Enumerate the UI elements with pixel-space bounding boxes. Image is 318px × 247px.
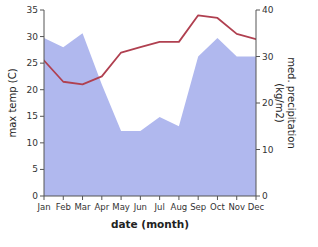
y-tick xyxy=(40,36,44,37)
temperature-line xyxy=(44,15,256,84)
x-tick xyxy=(178,196,179,200)
x-tick xyxy=(236,196,237,200)
x-tick-label: Sep xyxy=(190,202,206,212)
x-tick-label: Jul xyxy=(154,202,165,212)
x-tick-label: Feb xyxy=(56,202,71,212)
x-tick-label: Mar xyxy=(75,202,92,212)
y-tick-label: 35 xyxy=(27,5,38,15)
x-tick-label: Jan xyxy=(36,202,50,212)
precipitation-area xyxy=(44,33,256,196)
y-tick-label: 10 xyxy=(262,145,274,155)
chart: 05101520253035010203040JanFebMarAprMayJu… xyxy=(0,0,318,247)
y2-axis-label-line: med. precipitation xyxy=(286,57,297,149)
y2-axis-label-line: (kg/m2) xyxy=(274,83,285,123)
x-tick-label: Jun xyxy=(133,202,147,212)
x-tick-label: Dec xyxy=(248,202,265,212)
y-axis-label: max temp (C) xyxy=(7,68,18,137)
x-axis-line xyxy=(44,196,256,197)
x-tick-label: Nov xyxy=(228,202,245,212)
y-tick-label: 0 xyxy=(262,191,268,201)
y-tick xyxy=(256,103,260,104)
y-tick-label: 5 xyxy=(32,164,38,174)
y-tick xyxy=(40,142,44,143)
plot-area xyxy=(44,15,256,196)
y-tick xyxy=(256,10,260,11)
y-tick-label: 15 xyxy=(27,111,38,121)
x-tick xyxy=(256,196,257,200)
y-tick xyxy=(40,196,44,197)
y-tick-label: 10 xyxy=(27,138,39,148)
y-tick xyxy=(40,10,44,11)
y-tick xyxy=(40,89,44,90)
x-tick xyxy=(101,196,102,200)
x-tick-label: Oct xyxy=(210,202,225,212)
axis-labels: date (month) max temp (C) med. precipitati… xyxy=(7,57,298,230)
x-tick-label: Aug xyxy=(171,202,188,212)
y-tick xyxy=(40,63,44,64)
y-tick xyxy=(256,196,260,197)
left-axis-line xyxy=(44,10,45,196)
x-tick xyxy=(140,196,141,200)
y-tick xyxy=(256,56,260,57)
y-tick xyxy=(40,169,44,170)
x-tick xyxy=(159,196,160,200)
y-tick-label: 30 xyxy=(262,52,274,62)
y-tick-label: 0 xyxy=(32,191,38,201)
x-tick-label: May xyxy=(112,202,130,212)
y-tick xyxy=(40,116,44,117)
y2-axis-label: med. precipitation(kg/m2) xyxy=(274,57,297,149)
axes: 05101520253035010203040JanFebMarAprMayJu… xyxy=(27,5,274,212)
y-tick-label: 25 xyxy=(27,58,38,68)
x-tick xyxy=(44,196,45,200)
x-tick xyxy=(63,196,64,200)
x-tick xyxy=(121,196,122,200)
x-axis-label: date (month) xyxy=(111,218,189,230)
y-tick-label: 20 xyxy=(27,85,39,95)
y-tick-label: 40 xyxy=(262,5,274,15)
y-tick-label: 30 xyxy=(27,32,39,42)
y-tick-label: 20 xyxy=(262,98,274,108)
x-tick xyxy=(198,196,199,200)
x-tick-label: Apr xyxy=(94,202,109,212)
x-tick xyxy=(82,196,83,200)
y-tick xyxy=(256,149,260,150)
x-tick xyxy=(217,196,218,200)
